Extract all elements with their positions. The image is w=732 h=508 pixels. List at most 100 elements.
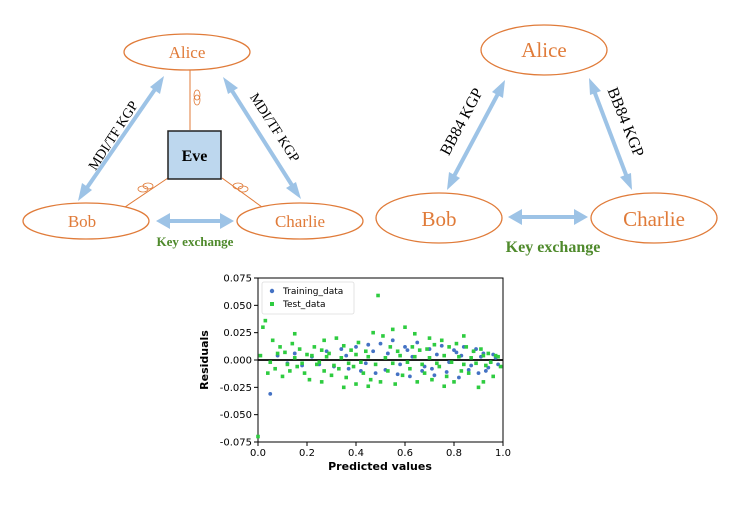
coil-icon-left [137,182,154,193]
x-tick-label: 0.0 [250,448,266,459]
y-tick-label: -0.025 [220,383,252,394]
test-data-point [373,362,378,367]
arrow-alice-charlie-left [223,77,301,199]
node-charlie-right [590,192,718,244]
x-tick-label: 1.0 [495,448,511,459]
test-data-point [305,352,309,357]
test-data-point [312,345,317,349]
training-data-point [378,341,383,346]
test-data-point [459,369,464,373]
training-data-point [452,348,456,353]
test-data-point [395,349,400,354]
y-tick-label: 0.075 [223,274,252,285]
test-data-point [327,351,331,356]
node-alice-right [480,24,608,76]
test-data-point [256,434,260,439]
coil-icon-top [193,89,201,106]
training-data-point [354,344,358,349]
test-data-point [268,360,273,364]
test-data-point [344,375,348,380]
test-data-point [329,373,334,378]
eve-box [167,130,222,180]
arrow-bob-alice-left [78,76,164,201]
test-data-point [322,338,326,343]
legend-training-label: Training_data [282,287,343,297]
test-data-point [398,353,402,358]
training-data-point [444,370,449,374]
test-data-point [261,325,265,329]
training-data-point [466,367,471,372]
training-data-point [346,366,351,371]
training-data-point [439,343,444,348]
node-charlie-left-label: Charlie [275,212,325,231]
residual-scatter-chart: 0.0 0.2 0.4 0.6 0.8 1.0 0.075 0.050 0.025 0.000 -0… [198,274,511,474]
training-data-point [371,349,376,354]
training-data-point [395,372,400,377]
edge-label-left-bob-alice: MDI/TF KGP [86,99,142,174]
scatter-points [256,293,503,439]
test-data-point [364,349,368,354]
training-data-point [415,340,420,345]
arrow-bob-charlie-left [156,213,234,229]
test-data-point [319,348,324,352]
training-data-point [268,391,273,396]
training-data-point [434,352,439,357]
test-data-point [356,340,361,345]
y-tick-label: -0.075 [220,438,252,449]
test-data-point [400,373,405,378]
test-data-point [354,352,358,357]
test-data-point [408,366,412,371]
test-data-point [366,384,371,389]
test-data-point [263,318,268,323]
test-data-point [337,366,341,371]
test-data-point [449,360,454,364]
test-data-point [295,364,299,369]
test-data-point [317,360,322,364]
node-alice-right-label: Alice [521,38,566,62]
test-data-point [493,353,498,358]
test-data-point [486,351,491,356]
legend-test-marker [270,302,274,306]
test-data-point [439,338,444,343]
test-data-point [280,374,285,379]
test-data-point [457,354,461,359]
training-data-point [344,353,349,358]
test-data-point [297,347,302,351]
test-data-point [415,380,420,384]
training-data-point [457,375,461,380]
test-data-point [466,371,471,375]
test-data-point [341,343,346,348]
y-axis-label: Residuals [198,330,211,390]
test-data-point [481,353,486,358]
test-data-point [322,369,326,373]
test-data-point [417,348,422,352]
test-data-point [319,380,324,384]
x-tick-label: 0.2 [299,448,315,459]
test-data-point [273,366,277,371]
test-data-point [403,325,407,329]
test-data-point [275,351,280,356]
key-exchange-label-left: Key exchange [157,234,234,249]
test-data-point [405,360,410,364]
axis-ticks: 0.0 0.2 0.4 0.6 0.8 1.0 0.075 0.050 0.025 0.000 -0… [220,274,511,460]
test-data-point [288,369,292,373]
arrow-bob-alice-right [447,80,505,190]
test-data-point [376,293,380,298]
test-data-point [258,353,263,358]
y-tick-label: -0.050 [220,410,252,421]
test-data-point [476,385,481,390]
test-data-point [462,362,466,367]
test-data-point [410,345,415,349]
test-data-point [341,385,346,390]
training-data-point [385,351,390,356]
training-data-point [430,366,434,371]
node-bob-right-label: Bob [421,207,456,231]
training-data-point [292,351,297,356]
test-data-point [442,384,446,389]
test-data-point [435,361,439,366]
test-data-point [442,353,446,358]
test-data-point [332,363,336,368]
arrow-bob-charlie-right [508,209,588,225]
test-data-point [386,369,390,373]
